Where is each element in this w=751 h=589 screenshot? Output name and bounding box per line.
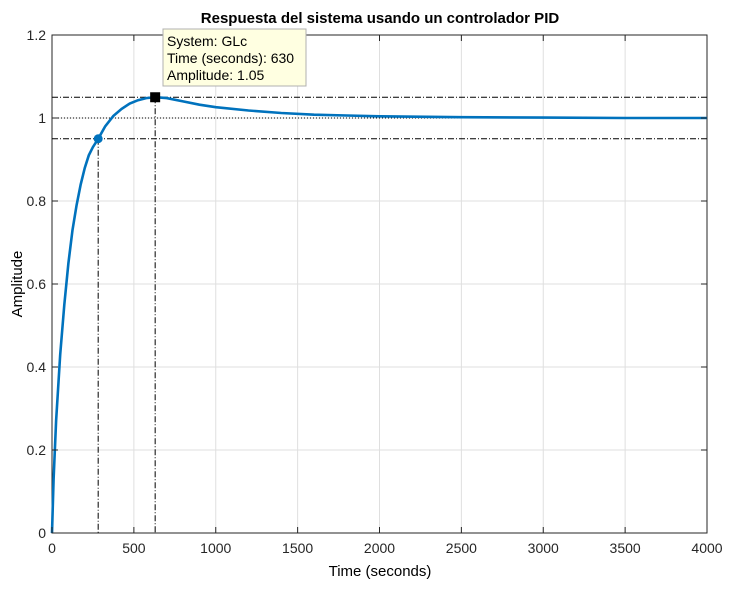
datatip-line-time: Time (seconds): 630 [167,50,294,66]
y-tick-label: 1 [38,110,46,126]
grid-lines [52,35,707,533]
y-tick-label: 0 [38,525,46,541]
datatip: System: GLc Time (seconds): 630 Amplitud… [162,28,307,87]
x-axis-label: Time (seconds) [329,563,432,580]
datatip-line-amplitude: Amplitude: 1.05 [167,67,264,83]
y-axis-label: Amplitude [9,251,26,318]
x-tick-label: 2000 [364,540,395,556]
chart-title: Respuesta del sistema usando un controla… [201,10,560,27]
rise-time-marker[interactable] [93,134,103,144]
y-tick-label: 0.2 [27,442,47,458]
series-line-glc[interactable] [50,95,707,534]
x-tick-label: 3500 [610,540,641,556]
datatip-box [162,28,307,87]
axis-ticks: 0 500 1000 1500 2000 2500 3000 3500 4000 0 0.2 0.4 0… [27,27,723,556]
y-tick-label: 0.6 [27,276,47,292]
peak-marker[interactable] [150,92,161,103]
datatip-line-system: System: GLc [167,33,247,49]
characteristic-markers [93,92,161,144]
y-tick-label: 0.8 [27,193,47,209]
x-tick-label: 1500 [282,540,313,556]
reference-lines [52,96,707,533]
y-tick-label: 1.2 [27,27,47,43]
x-tick-label: 3000 [528,540,559,556]
x-tick-label: 4000 [691,540,722,556]
x-tick-label: 1000 [200,540,231,556]
y-tick-label: 0.4 [27,359,47,375]
x-tick-label: 0 [48,540,56,556]
x-tick-label: 500 [122,540,146,556]
x-tick-label: 2500 [446,540,477,556]
